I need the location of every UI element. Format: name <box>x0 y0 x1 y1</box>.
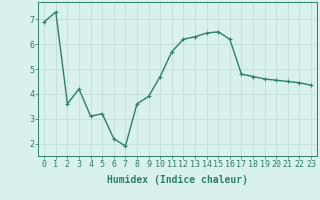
X-axis label: Humidex (Indice chaleur): Humidex (Indice chaleur) <box>107 175 248 185</box>
